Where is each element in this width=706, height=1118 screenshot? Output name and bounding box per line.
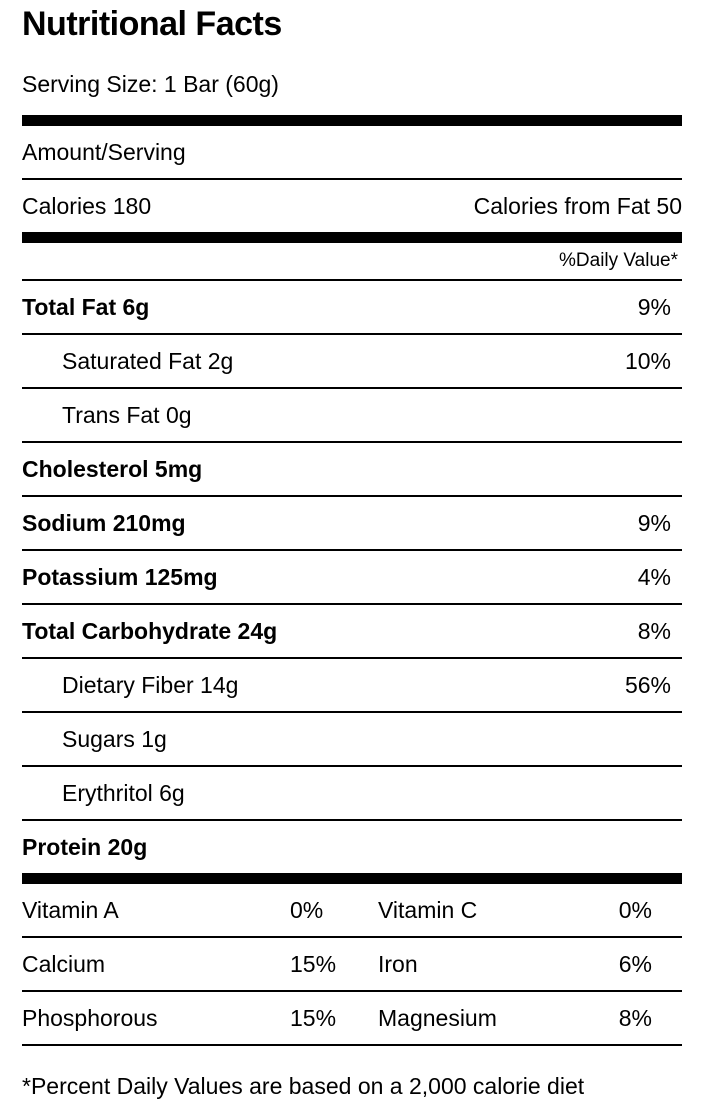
mineral-label: Calcium	[22, 950, 106, 977]
mineral-label: Phosphorous	[22, 1004, 158, 1031]
table-row: Calcium 15% Iron 6%	[22, 938, 682, 992]
nutrient-name: Total Carbohydrate 24g	[22, 617, 278, 644]
table-row: Sodium 210mg 9%	[22, 497, 682, 551]
amount-per-serving-header: Amount/Serving	[22, 138, 186, 165]
mineral-value: 8%	[618, 1004, 652, 1031]
nutrient-name: Saturated Fat 2g	[62, 347, 234, 374]
divider-thick-top	[22, 115, 682, 126]
daily-value-header: %Daily Value*	[559, 250, 678, 271]
nutrient-name: Cholesterol 5mg	[22, 455, 203, 482]
amount-per-serving-row: Amount/Serving	[22, 126, 682, 180]
table-row: Saturated Fat 2g 10%	[22, 335, 682, 389]
page-title: Nutritional Facts	[22, 5, 282, 43]
calories-value: Calories 180	[22, 192, 152, 219]
mineral-label: Vitamin C	[378, 896, 478, 923]
table-row: Total Carbohydrate 24g 8%	[22, 605, 682, 659]
mineral-label: Magnesium	[378, 1004, 497, 1031]
nutrient-name: Trans Fat 0g	[62, 401, 192, 428]
nutrient-daily-value: 8%	[637, 617, 671, 644]
mineral-value: 0%	[290, 896, 324, 923]
mineral-label: Iron	[378, 950, 418, 977]
nutrient-daily-value: 10%	[624, 347, 671, 374]
divider-thick-middle	[22, 232, 682, 243]
table-row: Protein 20g	[22, 821, 682, 873]
table-row: Dietary Fiber 14g 56%	[22, 659, 682, 713]
daily-value-footnote: *Percent Daily Values are based on a 2,0…	[22, 1073, 585, 1099]
mineral-value: 15%	[290, 950, 337, 977]
divider-thick-bottom	[22, 873, 682, 884]
calories-row: Calories 180 Calories from Fat 50	[22, 180, 682, 232]
nutrient-daily-value: 9%	[637, 293, 671, 320]
table-row: Erythritol 6g	[22, 767, 682, 821]
mineral-value: 15%	[290, 1004, 337, 1031]
table-row: Potassium 125mg 4%	[22, 551, 682, 605]
nutrient-daily-value: 56%	[624, 671, 671, 698]
mineral-value: 6%	[618, 950, 652, 977]
table-row: Vitamin A 0% Vitamin C 0%	[22, 884, 682, 938]
mineral-label: Vitamin A	[22, 896, 119, 923]
nutrient-name: Protein 20g	[22, 833, 148, 860]
nutrient-daily-value: 4%	[637, 563, 671, 590]
nutrient-name: Potassium 125mg	[22, 563, 218, 590]
nutrient-name: Sugars 1g	[62, 725, 167, 752]
table-row: Phosphorous 15% Magnesium 8%	[22, 992, 682, 1046]
nutrient-daily-value: 9%	[637, 509, 671, 536]
nutrient-name: Sodium 210mg	[22, 509, 186, 536]
serving-size-text: Serving Size: 1 Bar (60g)	[22, 71, 279, 97]
nutrient-name: Erythritol 6g	[62, 779, 185, 806]
table-row: Total Fat 6g 9%	[22, 281, 682, 335]
daily-value-header-row: %Daily Value*	[22, 243, 682, 281]
table-row: Trans Fat 0g	[22, 389, 682, 443]
mineral-value: 0%	[618, 896, 652, 923]
nutrition-facts-label: Nutritional Facts Serving Size: 1 Bar (6…	[22, 0, 682, 1100]
nutrient-name: Dietary Fiber 14g	[62, 671, 239, 698]
nutrient-name: Total Fat 6g	[22, 293, 150, 320]
calories-from-fat-value: Calories from Fat 50	[473, 192, 682, 219]
table-row: Sugars 1g	[22, 713, 682, 767]
table-row: Cholesterol 5mg	[22, 443, 682, 497]
